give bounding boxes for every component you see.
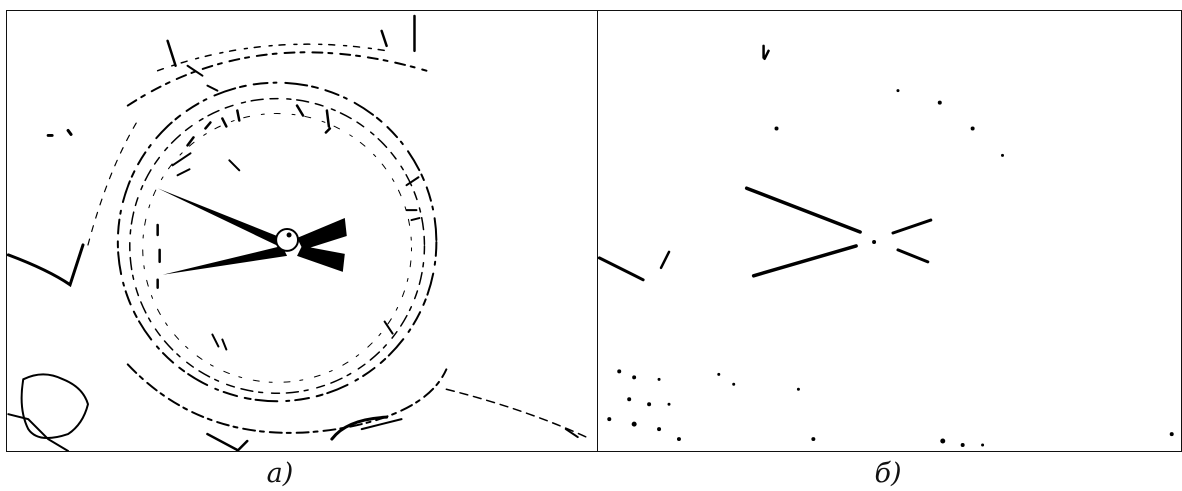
figure-frame — [6, 10, 1182, 452]
needle-lower-left — [162, 245, 288, 275]
dial-outer-ring — [116, 81, 438, 403]
dial-inner-ring — [129, 97, 426, 395]
housing-lower-curve — [126, 363, 448, 434]
panel-b-image — [598, 44, 1174, 448]
needle-lower-right — [297, 245, 345, 272]
panel-a-binarized-gauge — [7, 11, 597, 451]
caption-panel-b: б) — [874, 458, 902, 489]
needle-upper-left — [157, 188, 288, 248]
needle-hub — [275, 228, 300, 252]
housing-top-arc — [126, 51, 428, 107]
needle-edge-lower-right — [896, 248, 930, 264]
needle-upper-right — [297, 218, 347, 250]
noise-dots — [607, 89, 1174, 448]
gauge-needles — [157, 188, 347, 275]
caption-panel-a: a) — [266, 458, 294, 489]
dial-inner-ring-2 — [142, 113, 412, 383]
bottom-left-blob — [20, 373, 90, 440]
panel-a-image — [7, 14, 592, 451]
needle-edge-upper-right — [891, 218, 933, 235]
needle-edge-lower-left — [751, 244, 858, 278]
panel-b-edge-map — [597, 11, 1182, 451]
left-housing-edge — [7, 243, 85, 288]
needle-edge-upper-left — [744, 186, 862, 234]
